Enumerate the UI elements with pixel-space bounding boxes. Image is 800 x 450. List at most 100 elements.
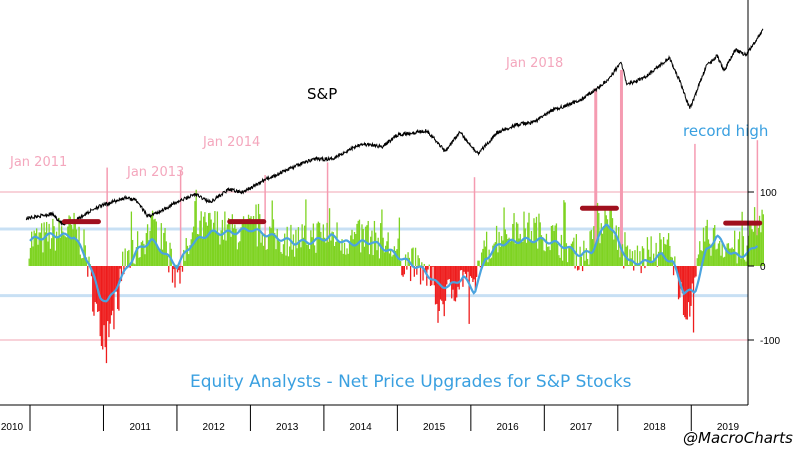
upgrade-bar xyxy=(487,262,489,266)
upgrade-bar xyxy=(562,260,564,266)
upgrade-bar xyxy=(461,266,463,271)
upgrade-bar xyxy=(421,262,423,266)
upgrade-bar xyxy=(544,251,546,266)
upgrade-bar xyxy=(534,222,536,266)
upgrade-bar xyxy=(275,249,277,266)
threshold-markers xyxy=(61,205,763,226)
upgrade-bar xyxy=(689,266,691,317)
upgrade-bar xyxy=(203,216,205,266)
upgrade-bar xyxy=(422,266,424,281)
upgrade-bar xyxy=(224,211,226,266)
upgrade-bar xyxy=(244,223,246,266)
upgrade-bar xyxy=(590,229,592,266)
upgrade-bar xyxy=(667,233,670,266)
upgrade-bar xyxy=(265,250,267,266)
upgrade-bar xyxy=(510,240,513,266)
upgrade-bar xyxy=(427,266,429,270)
upgrade-bar xyxy=(141,240,144,266)
upgrade-bar xyxy=(55,231,58,266)
x-tick-label: 2010 xyxy=(1,422,24,433)
upgrade-bar xyxy=(296,248,298,266)
upgrade-bar xyxy=(260,242,262,266)
upgrade-bar xyxy=(216,211,219,266)
upgrade-bar xyxy=(361,224,363,266)
upgrade-bar xyxy=(529,242,531,266)
annotation-label: Jan 2014 xyxy=(202,135,260,150)
upgrade-bar xyxy=(474,266,477,292)
upgrade-bar xyxy=(355,233,357,266)
upgrade-bar xyxy=(327,241,329,266)
upgrade-bar xyxy=(731,247,733,266)
upgrade-bar xyxy=(391,256,393,266)
upgrade-bar xyxy=(714,225,716,266)
upgrade-bar xyxy=(695,266,697,277)
upgrade-bar xyxy=(482,248,484,266)
upgrade-bar xyxy=(753,207,756,266)
upgrade-bar xyxy=(721,242,723,266)
upgrade-bar xyxy=(259,214,261,266)
upgrade-bar xyxy=(588,264,590,266)
upgrade-bar xyxy=(681,266,683,294)
upgrade-bar xyxy=(219,244,221,266)
upgrade-bar xyxy=(140,242,143,266)
upgrade-bar xyxy=(701,251,703,266)
upgrade-bar xyxy=(352,239,354,266)
upgrade-bar xyxy=(351,229,353,266)
annotation-label: Jan 2011 xyxy=(9,155,67,170)
upgrade-bar xyxy=(264,233,266,266)
upgrade-bar xyxy=(326,222,328,266)
upgrade-bar xyxy=(466,266,468,280)
upgrade-bar xyxy=(641,246,644,266)
upgrade-bar xyxy=(630,258,632,266)
upgrade-bar xyxy=(292,234,295,266)
upgrade-bar xyxy=(88,256,90,266)
upgrade-bar xyxy=(735,252,737,266)
upgrade-bar xyxy=(312,223,315,266)
upgrade-bar xyxy=(118,266,120,311)
upgrade-bar xyxy=(545,233,548,266)
upgrade-bar xyxy=(431,266,433,286)
upgrade-bar xyxy=(686,266,688,320)
upgrade-bar xyxy=(254,220,256,266)
upgrade-bar xyxy=(383,252,386,266)
upgrade-bar xyxy=(191,232,194,266)
upgrade-bar xyxy=(392,254,394,266)
upgrade-bar xyxy=(214,211,216,266)
upgrade-bar xyxy=(458,266,460,290)
upgrade-bar xyxy=(550,225,553,266)
upgrade-bar xyxy=(700,250,702,266)
upgrade-bar xyxy=(758,215,761,266)
x-tick-label: 2011 xyxy=(129,422,151,433)
upgrade-bar xyxy=(505,234,508,266)
upgrade-bar xyxy=(107,266,109,322)
upgrade-bar xyxy=(270,228,272,266)
upgrade-bar xyxy=(225,240,227,266)
upgrade-bar xyxy=(44,232,47,266)
upgrade-bar xyxy=(370,236,372,266)
upgrade-bar xyxy=(611,218,614,266)
annotation-label: Jan 2018 xyxy=(505,56,563,71)
upgrade-bar xyxy=(563,200,565,266)
upgrade-bar xyxy=(628,264,630,266)
upgrade-bar xyxy=(555,223,558,266)
upgrade-bar xyxy=(335,241,337,266)
upgrade-bar xyxy=(732,249,735,266)
upgrade-bar xyxy=(402,266,404,277)
upgrade-bar xyxy=(720,255,722,266)
upgrade-bar xyxy=(62,231,64,266)
upgrade-bar xyxy=(180,266,182,267)
upgrade-bar xyxy=(366,225,368,266)
upgrade-bar xyxy=(28,258,30,266)
upgrade-bar xyxy=(353,231,356,266)
upgrade-bar xyxy=(485,231,488,266)
upgrade-bar xyxy=(553,230,555,266)
upgrade-bar xyxy=(524,228,526,266)
upgrade-bar xyxy=(168,266,170,273)
upgrade-bar xyxy=(399,261,402,266)
upgrade-bar xyxy=(289,246,291,266)
upgrade-bar xyxy=(762,214,764,266)
upgrade-bar xyxy=(281,253,283,266)
upgrade-bar xyxy=(666,239,668,266)
upgrade-bar xyxy=(738,231,741,266)
